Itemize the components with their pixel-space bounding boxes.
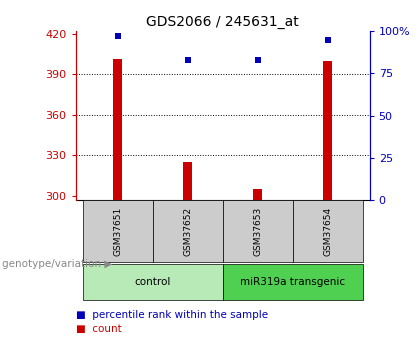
Bar <box>223 200 293 262</box>
Bar <box>152 200 223 262</box>
Bar <box>83 264 223 300</box>
Bar <box>293 200 362 262</box>
Bar <box>184 162 192 200</box>
Text: ■  percentile rank within the sample: ■ percentile rank within the sample <box>76 310 268 320</box>
Text: miR319a transgenic: miR319a transgenic <box>240 277 345 287</box>
Text: GSM37654: GSM37654 <box>323 207 332 256</box>
Text: GSM37653: GSM37653 <box>253 207 262 256</box>
Text: control: control <box>134 277 171 287</box>
Bar <box>223 264 362 300</box>
Bar <box>113 59 122 200</box>
Bar <box>323 61 332 200</box>
Text: GSM37652: GSM37652 <box>183 207 192 256</box>
Bar <box>83 200 152 262</box>
Text: genotype/variation ▶: genotype/variation ▶ <box>2 259 113 269</box>
Bar <box>253 189 262 200</box>
Title: GDS2066 / 245631_at: GDS2066 / 245631_at <box>146 14 299 29</box>
Text: GSM37651: GSM37651 <box>113 207 122 256</box>
Text: ■  count: ■ count <box>76 325 121 334</box>
